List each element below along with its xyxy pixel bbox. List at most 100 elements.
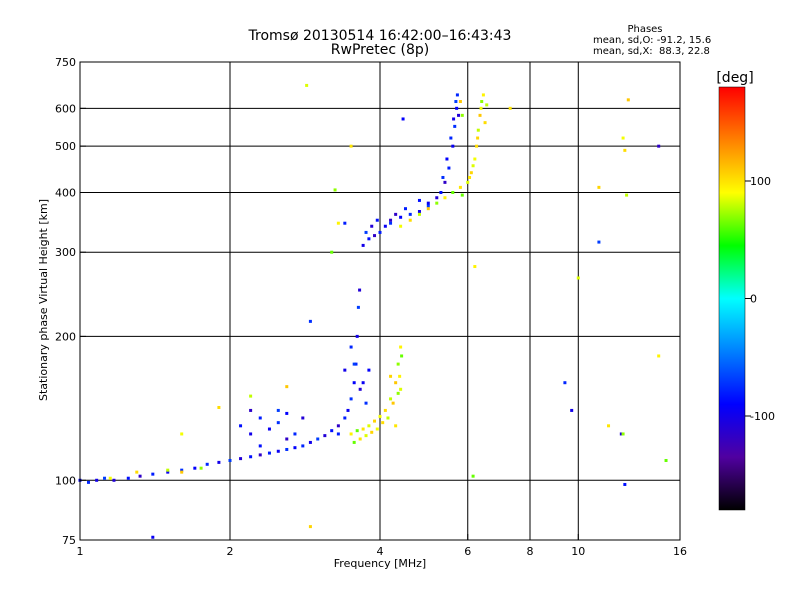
- data-point-o: [364, 230, 368, 234]
- data-point-x: [443, 196, 447, 200]
- data-point-x: [386, 416, 390, 420]
- x-tick-label: 6: [464, 545, 471, 558]
- data-point-x: [375, 427, 379, 431]
- data-point-o: [293, 446, 297, 450]
- data-point-o: [258, 453, 262, 457]
- colorbar-tick-label: 100: [750, 175, 771, 188]
- data-point-o: [86, 480, 90, 484]
- data-point-x: [355, 429, 359, 433]
- data-point-o: [443, 180, 447, 184]
- data-point-x: [180, 432, 184, 436]
- data-point-o: [361, 381, 365, 385]
- data-point-x: [485, 103, 489, 107]
- data-point-o: [352, 362, 356, 366]
- data-point-x: [330, 250, 334, 254]
- data-point-o: [657, 144, 661, 148]
- data-point-o: [151, 535, 155, 539]
- data-point-o: [276, 421, 280, 425]
- data-point-x: [417, 212, 421, 216]
- data-point-o: [373, 234, 377, 238]
- data-point-x: [435, 201, 439, 205]
- data-point-o: [95, 478, 99, 482]
- data-point-o: [126, 476, 130, 480]
- data-point-o: [394, 212, 398, 216]
- data-points: [78, 83, 668, 539]
- data-point-x: [180, 470, 184, 474]
- data-point-x: [108, 476, 112, 480]
- data-point-x: [481, 93, 485, 97]
- data-point-o: [267, 451, 271, 455]
- data-point-o: [356, 305, 360, 309]
- data-point-x: [625, 193, 629, 197]
- data-point-o: [408, 212, 412, 216]
- data-point-o: [403, 207, 407, 211]
- data-point-x: [378, 414, 382, 418]
- data-point-x: [399, 224, 403, 228]
- data-point-o: [570, 408, 574, 412]
- data-point-x: [473, 265, 477, 269]
- data-point-o: [343, 416, 347, 420]
- data-point-o: [383, 224, 387, 228]
- data-point-x: [333, 188, 337, 192]
- data-point-o: [445, 157, 449, 161]
- data-point-x: [358, 437, 362, 441]
- data-point-o: [355, 334, 359, 338]
- chart-title: Tromsø 20130514 16:42:00–16:43:43: [248, 28, 512, 44]
- data-point-x: [460, 113, 464, 117]
- data-point-x: [135, 470, 139, 474]
- data-point-o: [441, 175, 445, 179]
- data-point-o: [112, 478, 116, 482]
- data-point-o: [358, 288, 362, 292]
- data-point-o: [367, 368, 371, 372]
- data-point-o: [597, 240, 601, 244]
- y-tick-label: 500: [55, 140, 76, 153]
- data-point-x: [426, 207, 430, 211]
- data-point-x: [285, 385, 289, 389]
- stats-o-line: mean, sd,O: -91.2, 15.6: [593, 35, 711, 46]
- data-point-o: [367, 237, 371, 241]
- data-point-o: [453, 124, 457, 128]
- data-point-o: [447, 166, 451, 170]
- data-point-o: [323, 434, 327, 438]
- data-point-x: [597, 185, 601, 189]
- data-point-x: [308, 525, 312, 529]
- y-tick-label: 750: [55, 56, 76, 69]
- data-point-o: [151, 472, 155, 476]
- colorbar-label: [deg]: [716, 70, 753, 86]
- y-tick-label: 300: [55, 246, 76, 259]
- x-axis-ticks: 1 2 4 6 8 10 16: [77, 534, 687, 558]
- data-point-o: [308, 440, 312, 444]
- stats-x-line: mean, sd,X: 88.3, 22.8: [593, 46, 710, 57]
- data-point-x: [396, 391, 400, 395]
- data-point-o: [399, 215, 403, 219]
- data-point-o: [193, 466, 197, 470]
- data-point-o: [285, 437, 289, 441]
- data-point-x: [400, 354, 404, 358]
- data-point-x: [217, 405, 221, 409]
- data-point-o: [180, 468, 184, 472]
- chart-subtitle: RwPretec (8p): [331, 42, 429, 58]
- data-point-x: [166, 468, 170, 472]
- data-point-o: [267, 427, 271, 431]
- data-point-o: [375, 218, 379, 222]
- x-tick-label: 1: [77, 545, 84, 558]
- data-point-o: [330, 429, 334, 433]
- data-point-x: [352, 440, 356, 444]
- data-point-x: [479, 106, 483, 110]
- data-point-o: [239, 424, 243, 428]
- data-point-o: [623, 482, 627, 486]
- data-point-x: [508, 106, 512, 110]
- data-point-o: [276, 408, 280, 412]
- data-point-x: [408, 218, 412, 222]
- data-point-x: [480, 100, 484, 104]
- data-point-x: [336, 221, 340, 225]
- data-point-x: [364, 434, 368, 438]
- colorbar: [718, 86, 746, 511]
- data-point-x: [199, 466, 203, 470]
- data-point-o: [426, 201, 430, 205]
- stats-header: Phases: [627, 24, 662, 35]
- data-point-o: [354, 362, 358, 366]
- y-tick-label: 100: [55, 474, 76, 487]
- data-point-x: [451, 190, 455, 194]
